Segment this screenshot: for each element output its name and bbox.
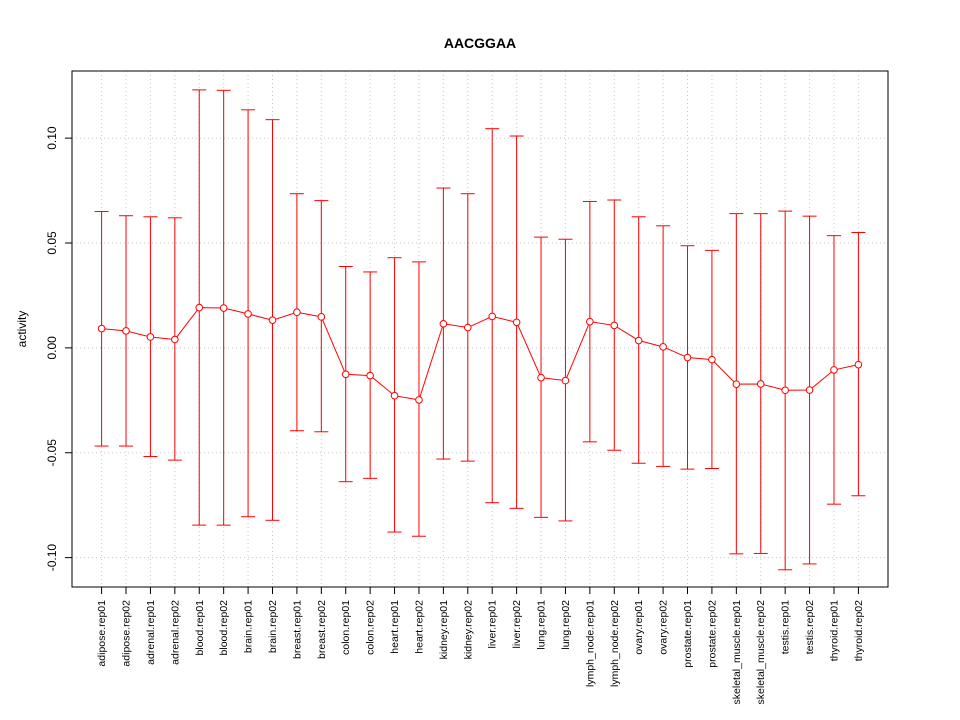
x-tick-label: brain.rep01: [243, 600, 255, 653]
x-tick-label: colon.rep02: [365, 600, 377, 655]
x-tick-label: adipose.rep02: [121, 600, 133, 667]
y-tick-label: 0.10: [45, 126, 59, 150]
data-point-prostate.rep02: [708, 355, 716, 364]
y-tick-label: -0.05: [45, 439, 59, 467]
data-point-brain.rep02: [268, 316, 277, 324]
data-point-breast.rep02: [317, 313, 326, 321]
x-tick-label: colon.rep01: [340, 600, 352, 655]
x-tick-label: heart.rep01: [389, 600, 401, 654]
grid-lines: [72, 71, 888, 587]
data-point-liver.rep02: [512, 318, 521, 327]
data-point-heart.rep02: [415, 396, 423, 404]
x-tick-label: lung.rep02: [560, 600, 572, 650]
x-axis: adipose.rep01 adipose.rep02 adrenal.rep01 a…: [96, 587, 865, 704]
data-point-breast.rep01: [293, 308, 301, 317]
data-point-kidney.rep02: [463, 323, 472, 332]
x-tick-label: liver.rep01: [487, 600, 499, 649]
x-tick-label: heart.rep02: [413, 600, 425, 654]
data-point-blood.rep02: [219, 304, 228, 312]
x-tick-label: kidney.rep02: [462, 600, 474, 660]
data-point-ovary.rep02: [659, 343, 667, 351]
series-line: [101, 307, 859, 401]
data-point-thyroid.rep02: [854, 360, 863, 369]
data-point-thyroid.rep01: [830, 366, 838, 374]
x-tick-label: adrenal.rep02: [169, 600, 181, 665]
data-point-adipose.rep02: [122, 327, 130, 335]
data-point-kidney.rep01: [439, 319, 448, 328]
x-tick-label: prostate.rep02: [706, 600, 718, 668]
x-tick-label: testis.rep02: [804, 600, 816, 654]
chart-title: AACGGAA: [444, 35, 516, 51]
plot-frame: [71, 70, 889, 588]
x-tick-label: lymph_node.rep02: [609, 600, 621, 687]
x-tick-label: ovary.rep02: [658, 600, 670, 655]
y-axis-label: activity: [15, 311, 29, 348]
x-tick-label: skeletal_muscle.rep01: [731, 600, 743, 705]
x-tick-label: lung.rep01: [536, 600, 548, 650]
x-tick-label: lymph_node.rep01: [584, 600, 596, 687]
x-tick-label: blood.rep02: [218, 600, 230, 656]
data-point-skeletal_muscle.rep01: [732, 380, 741, 388]
data-point-testis.rep02: [805, 386, 814, 394]
x-tick-label: adrenal.rep01: [145, 600, 157, 665]
x-tick-label: skeletal_muscle.rep02: [755, 600, 767, 705]
data-point-lymph_node.rep01: [586, 317, 594, 326]
x-tick-label: testis.rep01: [780, 600, 792, 654]
x-tick-label: prostate.rep01: [682, 600, 694, 668]
x-tick-label: ovary.rep01: [633, 600, 645, 655]
x-tick-label: breast.rep01: [291, 600, 303, 659]
data-point-brain.rep01: [244, 310, 252, 318]
x-tick-label: breast.rep02: [316, 600, 328, 659]
y-axis: -0.10 -0.05 0.00 0.05 0.10: [45, 126, 72, 571]
x-tick-label: blood.rep01: [194, 600, 206, 656]
data-point-liver.rep01: [488, 312, 497, 321]
x-tick-label: liver.rep02: [511, 600, 523, 649]
y-tick-label: 0.00: [45, 336, 59, 360]
series-activity: [97, 303, 863, 404]
data-point-ovary.rep01: [634, 336, 643, 345]
error-bars: [94, 89, 866, 571]
data-point-heart.rep01: [390, 391, 399, 400]
data-point-lung.rep01: [537, 373, 545, 382]
data-point-adipose.rep01: [97, 324, 106, 333]
data-point-colon.rep01: [341, 370, 350, 379]
data-point-blood.rep01: [195, 303, 204, 312]
data-point-prostate.rep01: [683, 353, 692, 362]
data-point-lymph_node.rep02: [610, 321, 619, 330]
data-point-testis.rep01: [781, 386, 789, 395]
data-point-adrenal.rep02: [171, 335, 179, 344]
x-tick-label: thyroid.rep02: [853, 600, 865, 661]
y-tick-label: -0.10: [45, 544, 59, 572]
data-point-skeletal_muscle.rep02: [756, 380, 765, 388]
y-tick-label: 0.05: [45, 231, 59, 255]
data-point-adrenal.rep01: [146, 333, 155, 341]
x-tick-label: thyroid.rep01: [828, 600, 840, 661]
data-point-lung.rep02: [561, 376, 570, 385]
data-point-colon.rep02: [366, 371, 374, 380]
x-tick-label: brain.rep02: [267, 600, 279, 653]
x-tick-label: kidney.rep01: [438, 600, 450, 660]
x-tick-label: adipose.rep01: [96, 600, 108, 667]
